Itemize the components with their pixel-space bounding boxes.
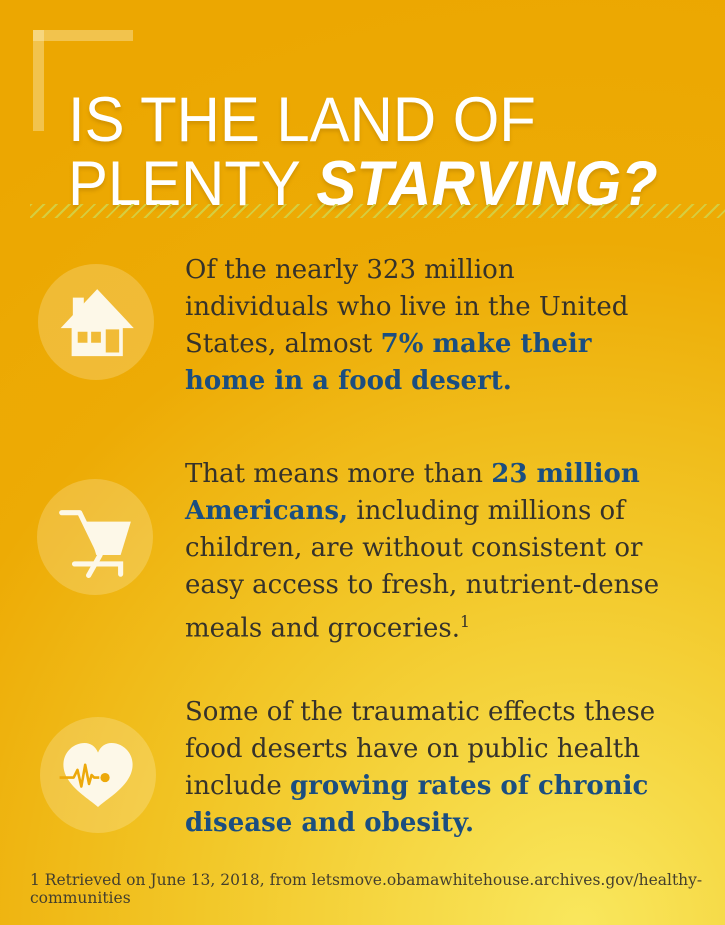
paragraph-food-desert-stat: Of the nearly 323 million individuals who… xyxy=(185,255,629,396)
corner-bracket-horizontal xyxy=(33,30,133,41)
hatch-divider xyxy=(30,204,725,218)
heart-icon-circle xyxy=(40,717,156,833)
cart-icon-circle xyxy=(37,479,153,595)
heart-ekg-icon xyxy=(59,742,133,808)
paragraph-americans-affected: That means more than 23 million Americans… xyxy=(185,459,660,644)
paragraph-health-effects: Some of the traumatic effects these food … xyxy=(185,697,656,838)
house-icon-circle xyxy=(38,264,154,380)
footnote-source: 1 Retrieved on June 13, 2018, from letsm… xyxy=(30,871,703,907)
page-title: IS THE LAND OF PLENTY STARVING? xyxy=(68,85,658,220)
corner-bracket-vertical xyxy=(33,30,44,131)
house-icon xyxy=(60,289,134,357)
shopping-cart-icon xyxy=(59,510,131,578)
